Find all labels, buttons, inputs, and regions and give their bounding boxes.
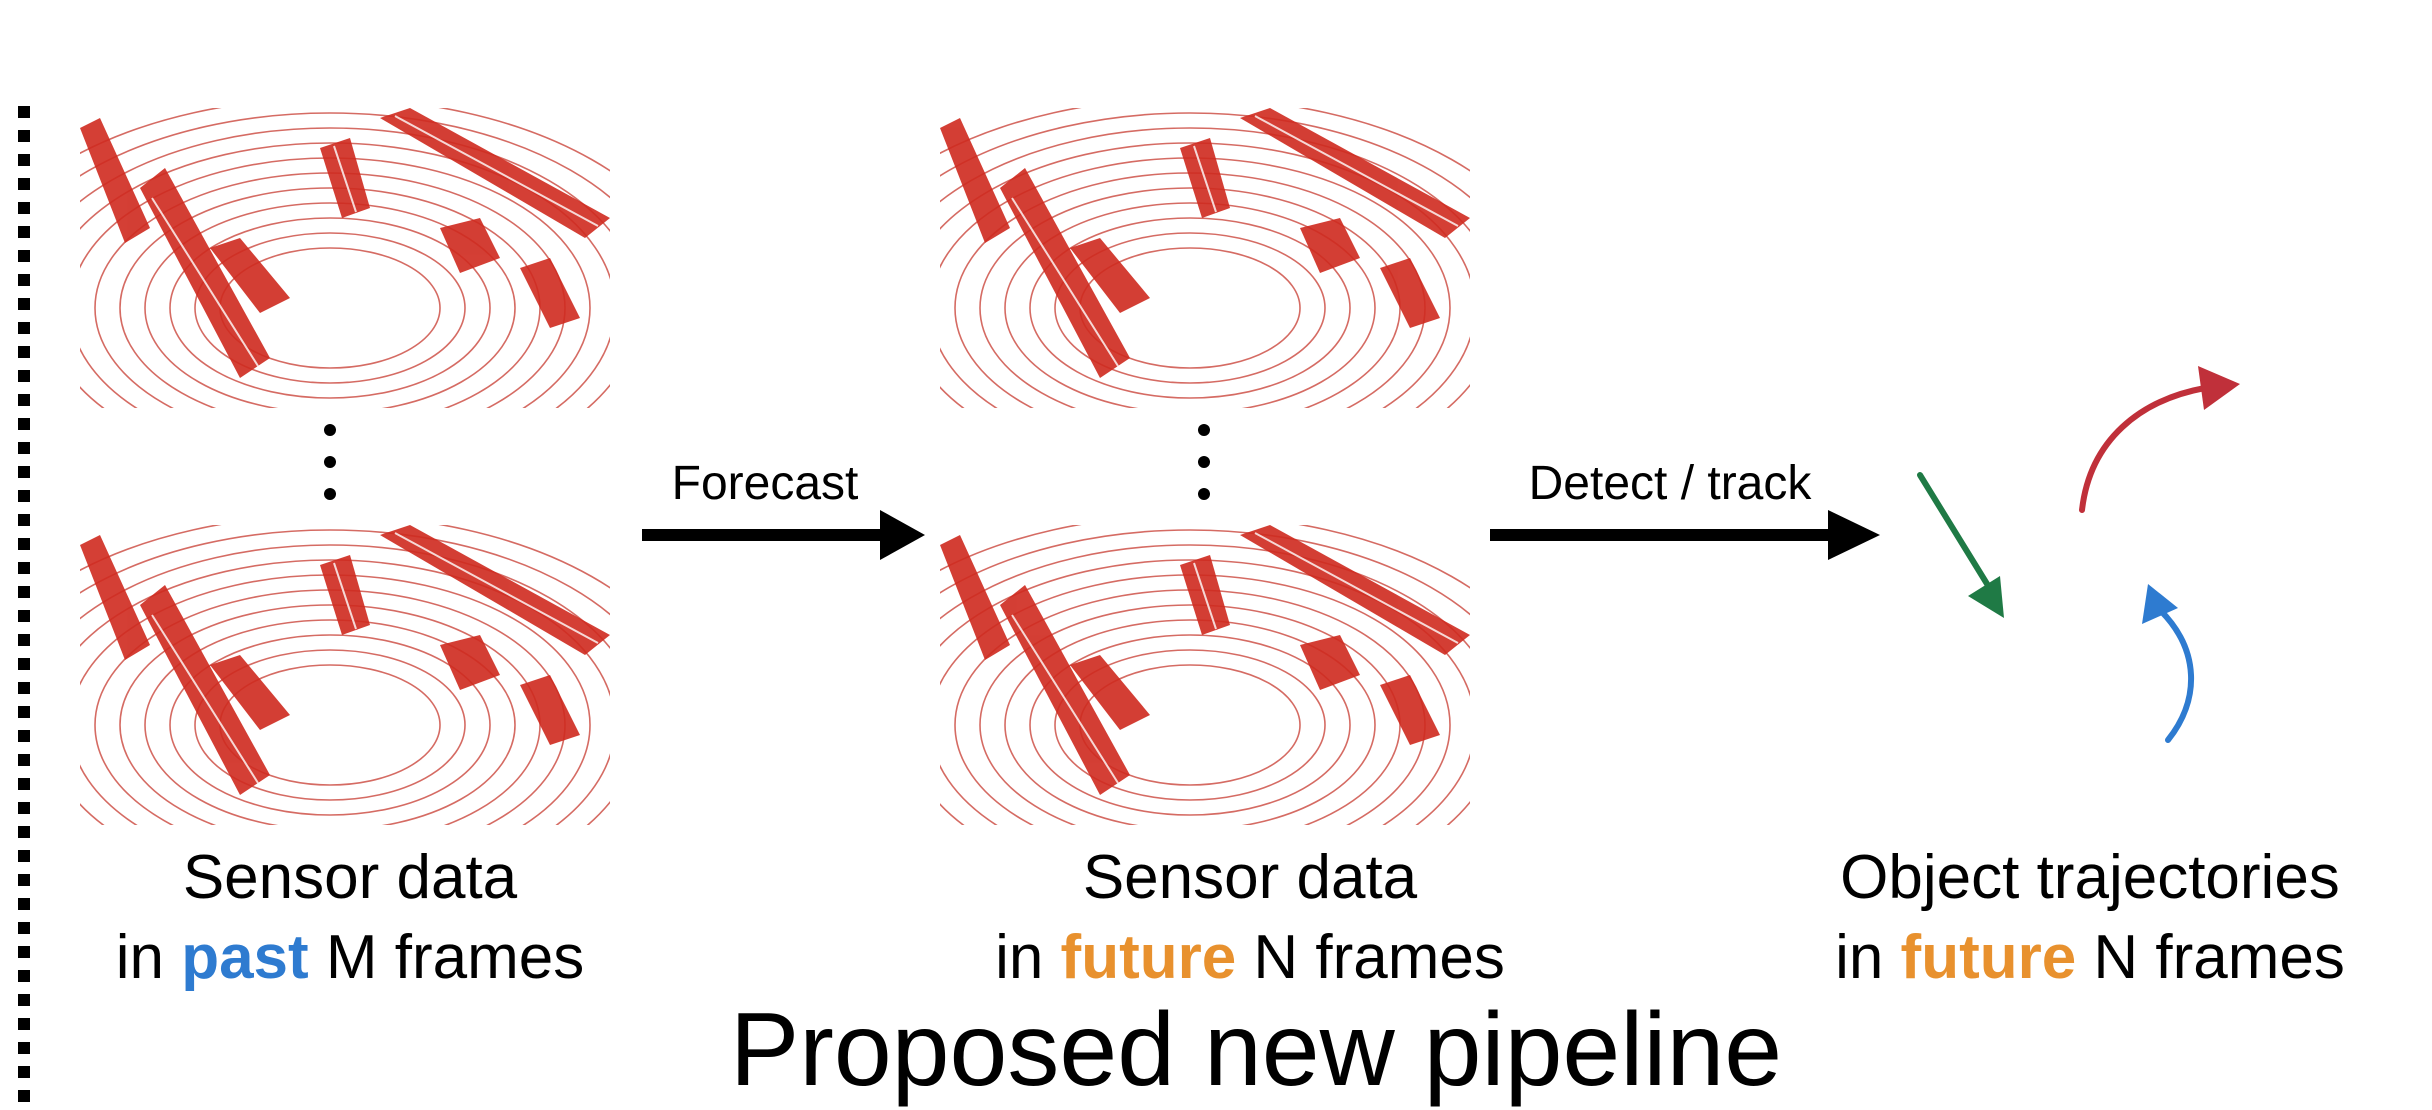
label-future-sensor-block: Sensor data in future N frames — [900, 838, 1600, 998]
forecast-label: Forecast — [671, 457, 859, 510]
trajectory-red-arrow — [2079, 366, 2240, 513]
label-future-sensor-line2: in future N frames — [995, 923, 1505, 992]
dotted-separator — [18, 106, 30, 1104]
label-future-sensor-line1: Sensor data — [1082, 843, 1418, 912]
detect-track-label: Detect / track — [1528, 457, 1812, 510]
future-highlight: future — [1900, 923, 2077, 992]
diagram-title: Proposed new pipeline — [729, 992, 1783, 1108]
label-past-block: Sensor data in past M frames — [60, 838, 640, 998]
trajectory-green-arrow — [1917, 472, 2004, 618]
trajectory-blue-arrow — [2142, 584, 2195, 743]
future-highlight: future — [1060, 923, 1237, 992]
ellipsis-past — [324, 424, 336, 500]
label-trajectories-line2: in future N frames — [1835, 923, 2345, 992]
lidar-frame-past-top — [0, 98, 700, 518]
label-past-line2: in past M frames — [115, 923, 585, 992]
label-trajectories-block: Object trajectories in future N frames — [1770, 838, 2410, 998]
past-highlight: past — [181, 923, 309, 992]
forecast-arrow — [642, 510, 925, 560]
label-past-line1: Sensor data — [182, 843, 518, 912]
lidar-frame-future-top — [820, 98, 1560, 518]
label-trajectories-line1: Object trajectories — [1840, 843, 2340, 912]
detect-track-arrow — [1490, 510, 1880, 560]
ellipsis-future — [1198, 424, 1210, 500]
